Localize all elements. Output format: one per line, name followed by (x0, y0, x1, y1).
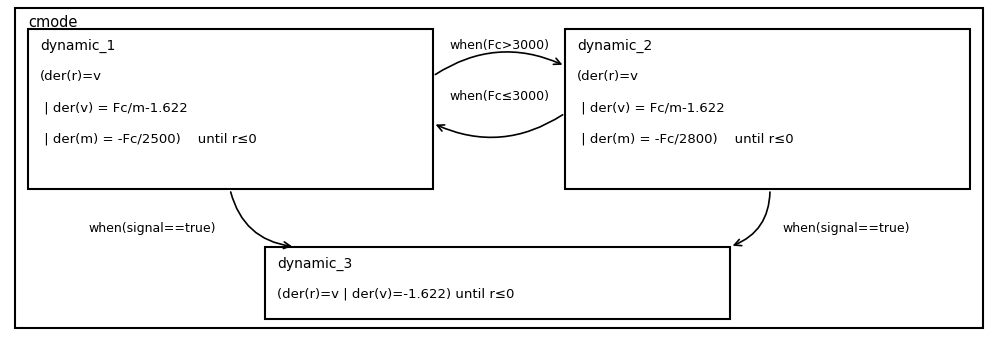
Text: dynamic_3: dynamic_3 (277, 257, 352, 271)
Text: when(signal==true): when(signal==true) (782, 222, 910, 235)
Text: | der(m) = -Fc/2800)    until r≤0: | der(m) = -Fc/2800) until r≤0 (577, 132, 794, 145)
Text: dynamic_1: dynamic_1 (40, 39, 115, 53)
FancyBboxPatch shape (15, 8, 983, 328)
Text: (der(r)=v: (der(r)=v (577, 70, 639, 83)
FancyBboxPatch shape (28, 29, 433, 189)
FancyBboxPatch shape (565, 29, 970, 189)
Text: when(Fc≤3000): when(Fc≤3000) (449, 90, 549, 103)
Text: cmode: cmode (28, 15, 77, 30)
Text: | der(v) = Fc/m-1.622: | der(v) = Fc/m-1.622 (577, 101, 725, 114)
Text: when(Fc>3000): when(Fc>3000) (449, 39, 549, 52)
FancyBboxPatch shape (265, 247, 730, 319)
Text: dynamic_2: dynamic_2 (577, 39, 652, 53)
Text: | der(m) = -Fc/2500)    until r≤0: | der(m) = -Fc/2500) until r≤0 (40, 132, 257, 145)
Text: when(signal==true): when(signal==true) (88, 222, 216, 235)
Text: | der(v) = Fc/m-1.622: | der(v) = Fc/m-1.622 (40, 101, 188, 114)
Text: (der(r)=v | der(v)=-1.622) until r≤0: (der(r)=v | der(v)=-1.622) until r≤0 (277, 288, 514, 301)
Text: (der(r)=v: (der(r)=v (40, 70, 102, 83)
